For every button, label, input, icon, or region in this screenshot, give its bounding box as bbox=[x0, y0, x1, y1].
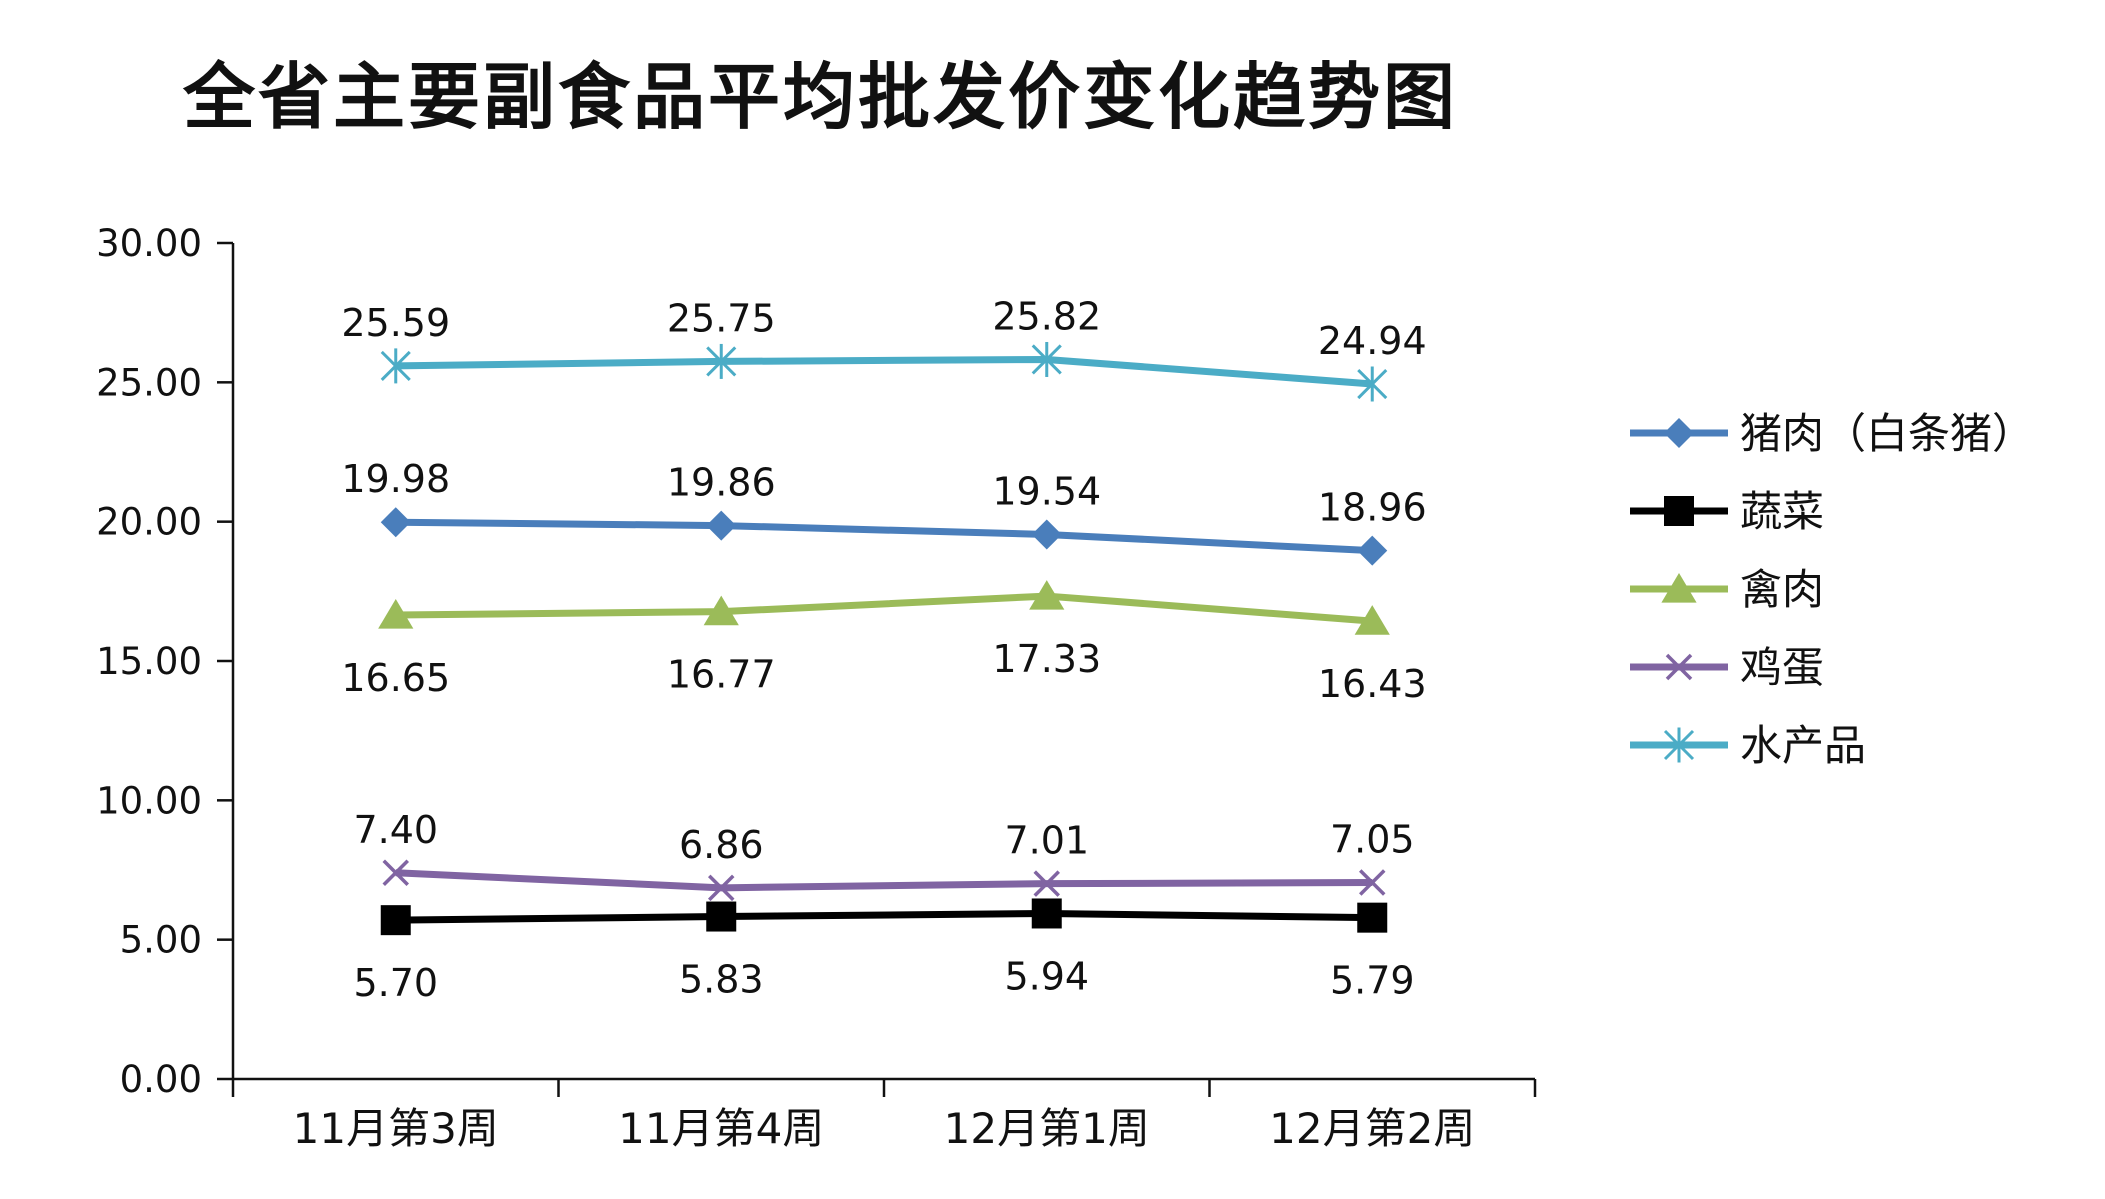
data-point bbox=[380, 507, 411, 538]
data-label: 5.94 bbox=[1004, 954, 1089, 998]
legend-marker bbox=[1661, 573, 1697, 603]
series-group: 5.70 5.83 5.94 5.79 bbox=[353, 898, 1415, 1005]
data-point bbox=[1031, 341, 1062, 377]
legend-marker bbox=[1665, 653, 1693, 681]
data-point bbox=[1029, 580, 1065, 610]
data-label: 19.54 bbox=[992, 469, 1101, 513]
data-label: 16.65 bbox=[341, 656, 450, 700]
data-label: 25.82 bbox=[992, 294, 1101, 338]
legend-marker bbox=[1664, 418, 1694, 448]
legend-item: 蔬菜 bbox=[1630, 487, 1824, 536]
series-layer: 19.98 19.86 19.54 18.96 5.70 5.83 5.94 5.79 16.6… bbox=[341, 294, 1426, 1005]
data-label: 19.86 bbox=[667, 461, 776, 505]
data-point bbox=[1033, 870, 1060, 897]
data-label: 17.33 bbox=[992, 637, 1101, 681]
data-label: 24.94 bbox=[1318, 319, 1427, 363]
legend-marker bbox=[1664, 496, 1694, 526]
data-point bbox=[706, 343, 737, 379]
data-point bbox=[1357, 366, 1388, 402]
series-line bbox=[395, 592, 1373, 625]
series-line bbox=[395, 518, 1373, 555]
series-group: 25.59 25.75 25.82 24.94 bbox=[341, 294, 1427, 402]
data-point bbox=[380, 348, 411, 384]
y-tick-label: 20.00 bbox=[96, 501, 202, 544]
data-label: 7.01 bbox=[1004, 819, 1089, 863]
data-label: 25.75 bbox=[667, 296, 776, 340]
x-tick-label: 11月第3周 bbox=[293, 1104, 499, 1153]
axes: 0.00 5.00 10.00 15.00 20.00 25.00 30.00 11月第3周 1… bbox=[96, 222, 1537, 1153]
legend-label: 蔬菜 bbox=[1740, 487, 1824, 536]
y-tick-label: 10.00 bbox=[96, 779, 202, 822]
data-label: 6.86 bbox=[679, 823, 764, 867]
data-label: 19.98 bbox=[341, 457, 450, 501]
y-tick-label: 30.00 bbox=[96, 222, 202, 265]
data-label: 25.59 bbox=[341, 301, 450, 345]
legend-label: 水产品 bbox=[1740, 721, 1866, 770]
data-point bbox=[708, 874, 735, 902]
x-tick-label: 11月第4周 bbox=[618, 1104, 824, 1153]
legend-label: 禽肉 bbox=[1740, 565, 1824, 614]
data-point bbox=[378, 599, 414, 629]
chart-title: 全省主要副食品平均批发价变化趋势图 bbox=[183, 54, 1459, 139]
data-point bbox=[1357, 902, 1388, 933]
data-label: 5.70 bbox=[353, 961, 438, 1005]
legend-item: 鸡蛋 bbox=[1630, 643, 1824, 692]
data-point bbox=[706, 901, 737, 932]
y-tick-label: 15.00 bbox=[96, 640, 202, 683]
data-point bbox=[380, 905, 411, 936]
data-label: 5.79 bbox=[1330, 959, 1415, 1003]
legend-item: 猪肉（白条猪） bbox=[1630, 409, 2034, 458]
data-label: 16.43 bbox=[1318, 662, 1427, 706]
data-point bbox=[1031, 898, 1062, 929]
data-point bbox=[1357, 535, 1388, 566]
series-group: 19.98 19.86 19.54 18.96 bbox=[341, 457, 1427, 566]
series-line bbox=[395, 355, 1373, 388]
data-label: 7.40 bbox=[353, 808, 438, 852]
y-tick-label: 0.00 bbox=[120, 1058, 202, 1101]
series-group: 16.65 16.77 17.33 16.43 bbox=[341, 580, 1427, 706]
data-point bbox=[1354, 605, 1390, 635]
series-group: 7.40 6.86 7.01 7.05 bbox=[353, 808, 1415, 902]
y-tick-label: 25.00 bbox=[96, 361, 202, 404]
data-label: 16.77 bbox=[667, 653, 776, 697]
data-point bbox=[382, 859, 409, 887]
series-line bbox=[395, 909, 1373, 924]
data-label: 5.83 bbox=[679, 958, 764, 1002]
legend-marker bbox=[1663, 727, 1695, 763]
x-tick-label: 12月第1周 bbox=[944, 1104, 1150, 1153]
y-tick-label: 5.00 bbox=[120, 919, 202, 962]
data-label: 7.05 bbox=[1330, 818, 1415, 862]
x-tick-label: 12月第2周 bbox=[1269, 1104, 1475, 1153]
data-label: 18.96 bbox=[1318, 486, 1427, 530]
data-point bbox=[1359, 869, 1386, 896]
legend-item: 水产品 bbox=[1630, 721, 1866, 770]
legend-item: 禽肉 bbox=[1630, 565, 1824, 614]
legend-label: 猪肉（白条猪） bbox=[1740, 409, 2034, 458]
series-line bbox=[395, 869, 1373, 892]
data-point bbox=[706, 510, 737, 541]
data-point bbox=[1031, 519, 1062, 550]
data-point bbox=[703, 595, 739, 626]
legend-label: 鸡蛋 bbox=[1740, 643, 1824, 692]
